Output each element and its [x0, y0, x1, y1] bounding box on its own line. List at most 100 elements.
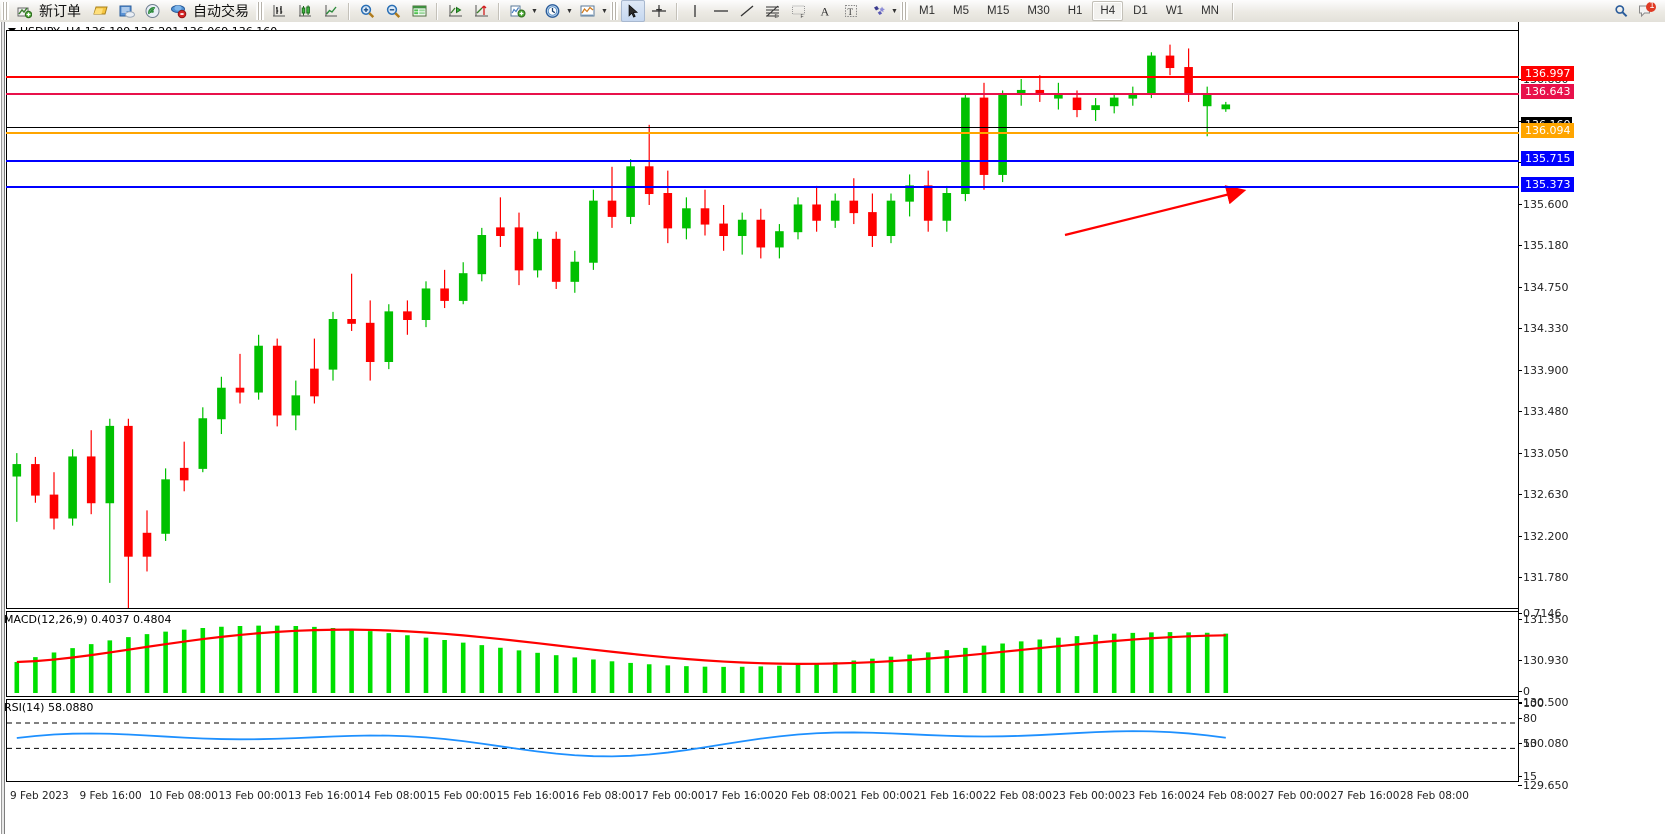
price-tick: 135.180: [1518, 239, 1569, 252]
timeframe-w1[interactable]: W1: [1165, 5, 1184, 17]
new-order-icon[interactable]: [12, 0, 36, 22]
time-tick: 23 Feb 16:00: [1122, 790, 1191, 802]
time-tick: 15 Feb 00:00: [427, 790, 496, 802]
toolbar-separator-1: [348, 2, 350, 20]
macd-label: MACD(12,26,9) 0.4037 0.4804: [4, 613, 172, 626]
time-tick: 15 Feb 16:00: [496, 790, 566, 802]
time-tick: 28 Feb 08:00: [1400, 790, 1469, 802]
price-tick: 133.050: [1518, 446, 1569, 460]
timeframe-h1[interactable]: H1: [1067, 5, 1083, 17]
toolbar-grip-1[interactable]: [1, 2, 9, 20]
text-icon[interactable]: A: [813, 0, 837, 22]
time-tick: 17 Feb 16:00: [705, 790, 774, 802]
period-dropdown-arrow[interactable]: ▼: [566, 7, 573, 15]
level-line-135-373[interactable]: [6, 186, 1519, 188]
time-tick: 24 Feb 08:00: [1191, 790, 1261, 802]
auto-scroll-icon[interactable]: [469, 0, 493, 22]
indicators-dropdown-arrow[interactable]: ▼: [531, 7, 538, 15]
level-line-135-715[interactable]: [6, 160, 1519, 162]
level-line-136-160: [6, 127, 1519, 128]
price-pane[interactable]: [6, 30, 1519, 614]
notifications-icon[interactable]: 1: [1635, 0, 1659, 22]
rsi-series: [7, 722, 1518, 758]
zoom-out-icon[interactable]: [381, 0, 405, 22]
period-icon[interactable]: [540, 0, 564, 22]
data-window-icon[interactable]: [407, 0, 431, 22]
rsi-pane[interactable]: [6, 699, 1519, 782]
svg-text:F: F: [801, 14, 804, 19]
signals-icon[interactable]: [140, 0, 164, 22]
time-tick: 13 Feb 00:00: [218, 790, 288, 802]
timeframe-m5[interactable]: M5: [952, 5, 969, 17]
time-tick: 22 Feb 08:00: [983, 790, 1052, 802]
text-label-icon[interactable]: T: [839, 0, 863, 22]
folder-icon[interactable]: [88, 0, 112, 22]
price-label-135-373[interactable]: 135.373: [1521, 177, 1574, 192]
level-line-136-643[interactable]: [6, 93, 1519, 95]
toolbar-grip-3[interactable]: [610, 2, 618, 20]
price-tick: 132.630: [1518, 488, 1569, 501]
objects-icon[interactable]: [865, 0, 889, 22]
crosshair-icon[interactable]: [647, 0, 671, 22]
news-icon[interactable]: [114, 0, 138, 22]
toolbar-separator-4: [676, 2, 678, 20]
new-order-label: 新订单: [39, 4, 81, 20]
candlestick-chart-icon[interactable]: [293, 0, 317, 22]
zoom-in-icon[interactable]: [355, 0, 379, 22]
autotrading-icon[interactable]: [166, 0, 190, 22]
vertical-line-icon[interactable]: [683, 0, 707, 22]
timeframe-m1[interactable]: M1: [919, 5, 935, 17]
chart-shift-icon[interactable]: [443, 0, 467, 22]
templates-dropdown-arrow[interactable]: ▼: [601, 7, 608, 15]
fibonacci-icon[interactable]: E: [761, 0, 785, 22]
macd-pane[interactable]: [6, 611, 1519, 697]
cursor-icon[interactable]: [621, 0, 645, 22]
toolbar-grip-4[interactable]: [900, 2, 908, 20]
timeframe-mn[interactable]: MN: [1201, 5, 1219, 17]
price-tick: 135.600: [1518, 197, 1569, 211]
svg-text:A: A: [821, 5, 830, 19]
timeframe-h4[interactable]: H4: [1092, 1, 1124, 21]
time-tick: 16 Feb 08:00: [566, 790, 635, 802]
toolbar-separator-3: [498, 2, 500, 20]
level-line-136-094[interactable]: [6, 132, 1519, 134]
price-tick: 133.480: [1518, 405, 1569, 418]
trendline-icon[interactable]: [735, 0, 759, 22]
price-tick: 130.930: [1518, 654, 1569, 667]
objects-dropdown-arrow[interactable]: ▼: [891, 7, 898, 15]
time-tick: 14 Feb 08:00: [357, 790, 427, 802]
price-tick: 134.330: [1518, 322, 1569, 335]
bullish-trend-arrow[interactable]: [1050, 177, 1265, 247]
price-label-136-997[interactable]: 136.997: [1521, 66, 1574, 81]
notification-badge-count: 1: [1649, 0, 1655, 10]
horizontal-line-icon[interactable]: [709, 0, 733, 22]
templates-icon[interactable]: [575, 0, 599, 22]
indicators-icon[interactable]: [505, 0, 529, 22]
rsi-scale-15: 15: [1518, 770, 1537, 783]
price-label-136-643[interactable]: 136.643: [1521, 84, 1574, 99]
timeframe-m30[interactable]: M30: [1027, 5, 1050, 17]
price-tick: 132.200: [1518, 529, 1569, 543]
main-toolbar: 新订单 自动交易: [0, 0, 1665, 23]
price-tick: 131.780: [1518, 571, 1569, 584]
price-label-136-094[interactable]: 136.094: [1521, 123, 1574, 138]
timeframe-m15[interactable]: M15: [986, 5, 1010, 17]
level-line-136-997[interactable]: [6, 76, 1519, 78]
price-label-135-715[interactable]: 135.715: [1521, 151, 1574, 166]
line-chart-icon[interactable]: [319, 0, 343, 22]
bar-chart-icon[interactable]: [267, 0, 291, 22]
rsi-scale-100: 100: [1518, 697, 1544, 710]
rsi-label: RSI(14) 58.0880: [4, 701, 94, 714]
time-tick: 21 Feb 16:00: [913, 790, 983, 802]
timeframe-d1[interactable]: D1: [1133, 5, 1148, 17]
candlestick-series: [12, 44, 1231, 614]
macd-scale-top: 0.7146: [1518, 607, 1562, 620]
price-tick: 134.750: [1518, 280, 1569, 294]
toolbar-grip-2[interactable]: [256, 2, 264, 20]
chart-area[interactable]: USDJPY-,H4 136.109 136.201 136.069 136.1…: [0, 22, 1665, 838]
time-tick: 27 Feb 00:00: [1261, 790, 1330, 802]
toolbar-separator-5: [1231, 2, 1234, 20]
auto-trading-label: 自动交易: [193, 4, 249, 20]
search-icon[interactable]: [1609, 0, 1633, 22]
equidistant-channel-icon[interactable]: F: [787, 0, 811, 22]
